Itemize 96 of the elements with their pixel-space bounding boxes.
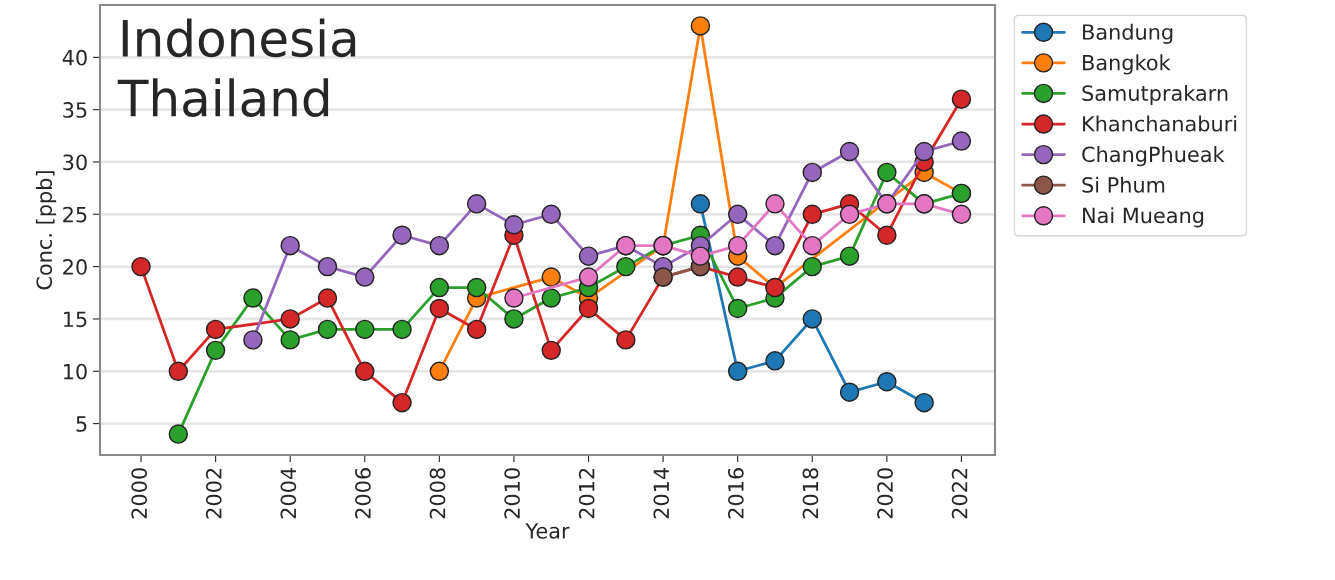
point bbox=[578, 298, 599, 319]
point bbox=[616, 256, 636, 277]
y-tick-label: 15 bbox=[63, 311, 87, 328]
point bbox=[727, 361, 748, 382]
point bbox=[392, 225, 412, 245]
point bbox=[541, 340, 561, 361]
point bbox=[168, 424, 189, 444]
point bbox=[131, 256, 151, 277]
point bbox=[951, 204, 972, 225]
point bbox=[392, 392, 412, 413]
y-tick-label: 10 bbox=[63, 363, 87, 380]
x-tick-label: 2010 bbox=[504, 468, 520, 519]
point bbox=[877, 225, 897, 245]
point bbox=[429, 298, 450, 319]
y-tick-label: 25 bbox=[63, 206, 87, 223]
legend-label: Si Phum bbox=[1082, 176, 1165, 193]
point bbox=[243, 288, 263, 308]
legend-label: Samutprakarn bbox=[1082, 84, 1228, 106]
point bbox=[280, 330, 300, 350]
point bbox=[355, 361, 375, 382]
point bbox=[429, 361, 450, 382]
point bbox=[616, 330, 636, 350]
point bbox=[839, 204, 860, 225]
legend-label: Bangkok bbox=[1083, 54, 1171, 75]
point bbox=[280, 235, 300, 256]
point bbox=[877, 372, 897, 392]
y-tick-label: 5 bbox=[76, 416, 87, 432]
point bbox=[765, 351, 785, 371]
point bbox=[429, 277, 450, 298]
point bbox=[205, 340, 226, 361]
y-axis-title: Conc. [ppb] bbox=[35, 171, 57, 290]
x-tick-label: 2004 bbox=[280, 467, 297, 519]
x-tick-label: 2018 bbox=[802, 468, 819, 519]
point bbox=[280, 309, 300, 329]
point bbox=[802, 162, 822, 183]
point bbox=[541, 204, 561, 225]
point bbox=[914, 392, 934, 413]
x-tick-label: 2020 bbox=[877, 468, 893, 519]
point bbox=[951, 89, 972, 109]
point bbox=[392, 319, 412, 340]
point bbox=[355, 319, 375, 340]
point bbox=[765, 194, 785, 214]
x-tick-label: 2002 bbox=[205, 468, 222, 519]
legend-label: ChangPhueak bbox=[1082, 146, 1225, 167]
text: Indonesia Thailand bbox=[117, 18, 356, 117]
point bbox=[877, 162, 897, 183]
point bbox=[504, 288, 524, 308]
point bbox=[243, 330, 263, 350]
point bbox=[839, 141, 860, 162]
point bbox=[466, 194, 487, 214]
x-tick-label: 2000 bbox=[131, 468, 148, 519]
point bbox=[727, 204, 748, 225]
x-tick-label: 2012 bbox=[578, 468, 595, 519]
legend-label: Nai Mueang bbox=[1083, 207, 1204, 228]
point bbox=[839, 246, 860, 266]
y-tick-label: 35 bbox=[63, 102, 87, 118]
point bbox=[578, 267, 599, 287]
y-tick-label: 20 bbox=[63, 259, 87, 275]
point bbox=[951, 131, 972, 151]
x-tick-label: 2006 bbox=[355, 468, 371, 519]
x-tick-label: 2022 bbox=[951, 468, 968, 519]
point bbox=[541, 267, 561, 287]
point bbox=[802, 256, 822, 277]
point bbox=[429, 235, 450, 256]
point bbox=[690, 194, 711, 214]
point bbox=[690, 16, 711, 36]
point bbox=[914, 141, 934, 162]
point bbox=[317, 288, 338, 308]
point bbox=[578, 246, 599, 266]
x-axis-title: Year bbox=[525, 523, 570, 539]
point bbox=[504, 215, 524, 235]
point bbox=[466, 277, 487, 298]
point bbox=[317, 256, 338, 277]
point bbox=[541, 288, 561, 308]
point bbox=[839, 382, 860, 402]
legend-label: Khanchanaburi bbox=[1083, 115, 1237, 132]
point bbox=[168, 361, 189, 382]
point bbox=[765, 235, 785, 256]
y-tick-label: 40 bbox=[62, 49, 87, 66]
point bbox=[727, 235, 748, 256]
point bbox=[355, 267, 375, 287]
point bbox=[802, 309, 822, 329]
y-tick-label: 30 bbox=[63, 154, 87, 171]
x-tick-label: 2016 bbox=[727, 468, 744, 519]
legend-label: Bandung bbox=[1083, 23, 1173, 44]
point bbox=[205, 319, 226, 340]
point bbox=[802, 235, 822, 256]
point bbox=[690, 246, 711, 266]
x-tick-label: 2008 bbox=[429, 468, 446, 519]
point bbox=[504, 309, 524, 329]
x-tick-label: 2014 bbox=[653, 467, 670, 519]
point bbox=[727, 267, 748, 287]
point bbox=[466, 319, 487, 340]
point bbox=[802, 204, 822, 225]
point bbox=[317, 319, 338, 340]
point bbox=[727, 298, 748, 319]
